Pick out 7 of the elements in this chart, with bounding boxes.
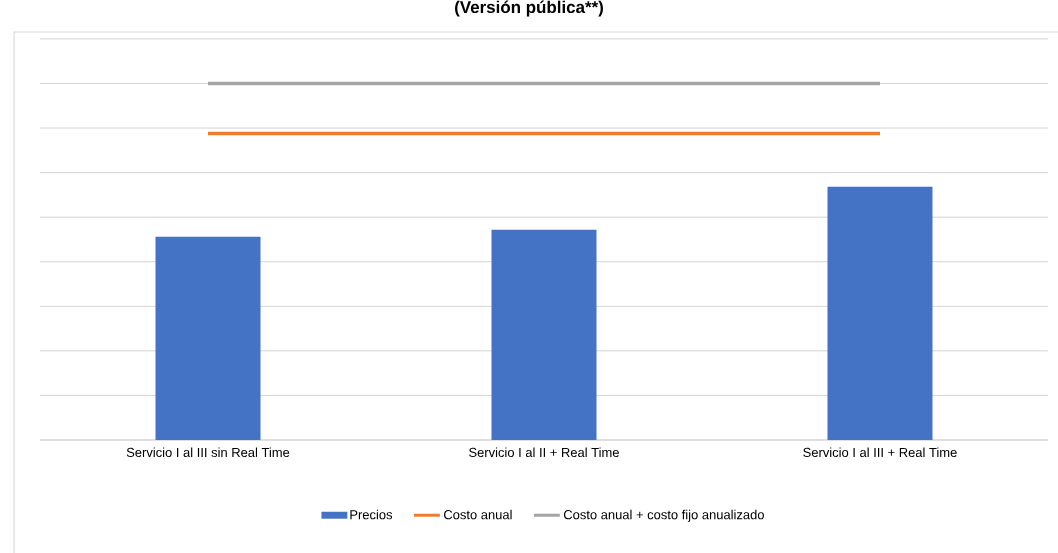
chart-title: (Versión pública**)	[455, 0, 603, 17]
x-tick-label: Servicio I al III + Real Time	[803, 447, 957, 458]
legend-label: Precios	[350, 509, 393, 520]
x-tick-label: Servicio I al III sin Real Time	[126, 447, 290, 458]
legend-label: Costo anual + costo fijo anualizado	[563, 509, 764, 522]
x-tick-label: Servicio I al II + Real Time	[469, 447, 619, 458]
legend-label: Costo anual	[444, 509, 512, 520]
